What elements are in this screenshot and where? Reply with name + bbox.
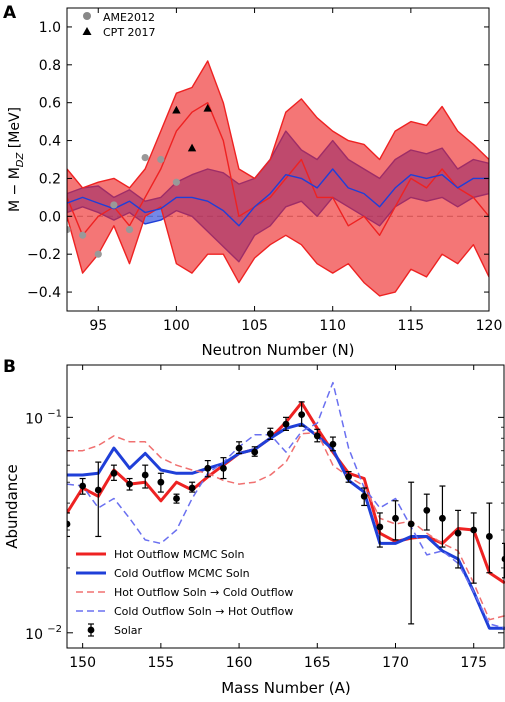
solar-point	[220, 464, 227, 472]
uncertainty-band-1	[67, 60, 489, 297]
solar-point	[439, 514, 446, 522]
plot-area	[67, 381, 505, 630]
solar-point	[407, 520, 415, 528]
ame2012-point	[67, 225, 71, 234]
x-tick-label: 175	[460, 655, 487, 671]
solar-point	[423, 506, 431, 514]
legend-label: AME2012	[103, 11, 155, 24]
solar-point	[470, 526, 478, 534]
x-tick-label: 105	[241, 318, 268, 334]
y-tick-label: 1.0	[39, 20, 61, 36]
x-tick-label: 95	[89, 318, 107, 334]
x-tick-label: 165	[304, 655, 331, 671]
series-line-1	[67, 168, 489, 227]
ame2012-point	[110, 201, 118, 209]
y-tick-label: 0.0	[39, 209, 61, 225]
x-tick-label: 120	[476, 318, 503, 334]
ame2012-point	[157, 155, 165, 164]
solar-point	[454, 529, 462, 537]
solar-point	[376, 523, 384, 531]
solar-point	[188, 484, 196, 492]
y-tick-label: 0.4	[39, 134, 61, 150]
solar-point	[94, 486, 102, 494]
ame2012-point	[172, 178, 181, 186]
cpt2017-point	[187, 143, 197, 152]
ame2012-point	[79, 231, 87, 239]
solar-point	[141, 471, 149, 479]
legend-label: Hot Outflow Soln → Cold Outflow	[114, 586, 293, 599]
y-tick-label-exponent: −2	[47, 624, 62, 635]
solar-point	[67, 520, 71, 528]
solar-point	[157, 478, 165, 486]
plot-frame	[66, 364, 505, 649]
solar-point	[392, 514, 399, 522]
series-line-3	[67, 381, 505, 629]
solar-point	[282, 420, 290, 428]
ame2012-point	[94, 250, 102, 258]
solar-point	[313, 432, 321, 440]
y-tick-label-exponent: −1	[47, 408, 62, 419]
solar-point	[79, 482, 87, 490]
y-axis-label-main: M − M	[7, 167, 23, 212]
y-tick-label: 10	[25, 411, 43, 427]
legend-label: Cold Outflow Soln → Hot Outflow	[114, 605, 293, 618]
legend-label: CPT 2017	[103, 26, 156, 39]
y-axis-label: Abundance	[3, 464, 21, 549]
legend-marker-circle	[83, 12, 91, 20]
solar-point	[251, 448, 259, 456]
ame2012-point	[141, 154, 149, 162]
x-tick-label: 100	[163, 318, 190, 334]
chart-a: 95 100 105 110 115 120 −0.4 −0.2 0.0 0.2 0.4 0.6 0.8…	[7, 7, 503, 359]
legend-label: Cold Outflow MCMC Soln	[114, 567, 250, 580]
cpt2017-point	[203, 103, 212, 112]
x-tick-label: 110	[319, 318, 346, 334]
x-tick-label: 150	[69, 655, 96, 671]
x-tick-label: 160	[226, 655, 253, 671]
solar-point	[485, 533, 493, 540]
solar-point	[360, 492, 368, 500]
y-axis-label-unit: [MeV]	[7, 107, 23, 153]
solar-point	[204, 464, 212, 472]
chart-b: 150 155 160 165 170 175 10 −2 10 −1 Mass Number (A…	[3, 364, 505, 697]
legend-solar-marker	[87, 626, 95, 634]
solar-point	[345, 473, 352, 481]
solar-point	[173, 495, 180, 502]
legend-a: AME2012 CPT 2017	[82, 11, 156, 39]
solar-point	[266, 430, 274, 438]
solar-point	[110, 469, 118, 477]
solar-point	[235, 444, 243, 452]
x-tick-label: 155	[147, 655, 174, 671]
plot-frame	[66, 7, 490, 312]
y-tick-label: −0.4	[27, 285, 61, 301]
series-line-2	[67, 431, 505, 621]
y-tick-label: −0.2	[27, 247, 61, 263]
y-tick-label: 0.2	[39, 171, 61, 187]
cpt2017-point	[172, 105, 181, 114]
panel-a-label: A	[3, 3, 17, 23]
ame2012-point	[125, 225, 134, 234]
y-axis-label: M − MDZ [MeV]	[7, 107, 26, 212]
y-tick-label: 0.8	[39, 58, 61, 74]
x-tick-label: 115	[397, 318, 424, 334]
y-axis-label-sub: DZ	[15, 152, 26, 168]
solar-point	[126, 480, 133, 488]
x-tick-label: 170	[382, 655, 409, 671]
panel-b-label: B	[3, 357, 16, 377]
legend-b: Hot Outflow MCMC Soln Cold Outflow MCMC S…	[76, 548, 293, 637]
legend-label: Hot Outflow MCMC Soln	[114, 548, 245, 561]
solar-point	[329, 440, 337, 448]
solar-point	[298, 411, 306, 418]
x-axis-label: Neutron Number (N)	[201, 341, 354, 359]
x-axis-label: Mass Number (A)	[221, 679, 351, 697]
series-line-0	[67, 102, 489, 236]
y-tick-label: 0.6	[39, 96, 61, 112]
legend-label: Solar	[114, 624, 143, 637]
y-tick-label: 10	[25, 627, 43, 643]
legend-marker-triangle	[82, 27, 92, 35]
plot-area	[67, 60, 489, 297]
